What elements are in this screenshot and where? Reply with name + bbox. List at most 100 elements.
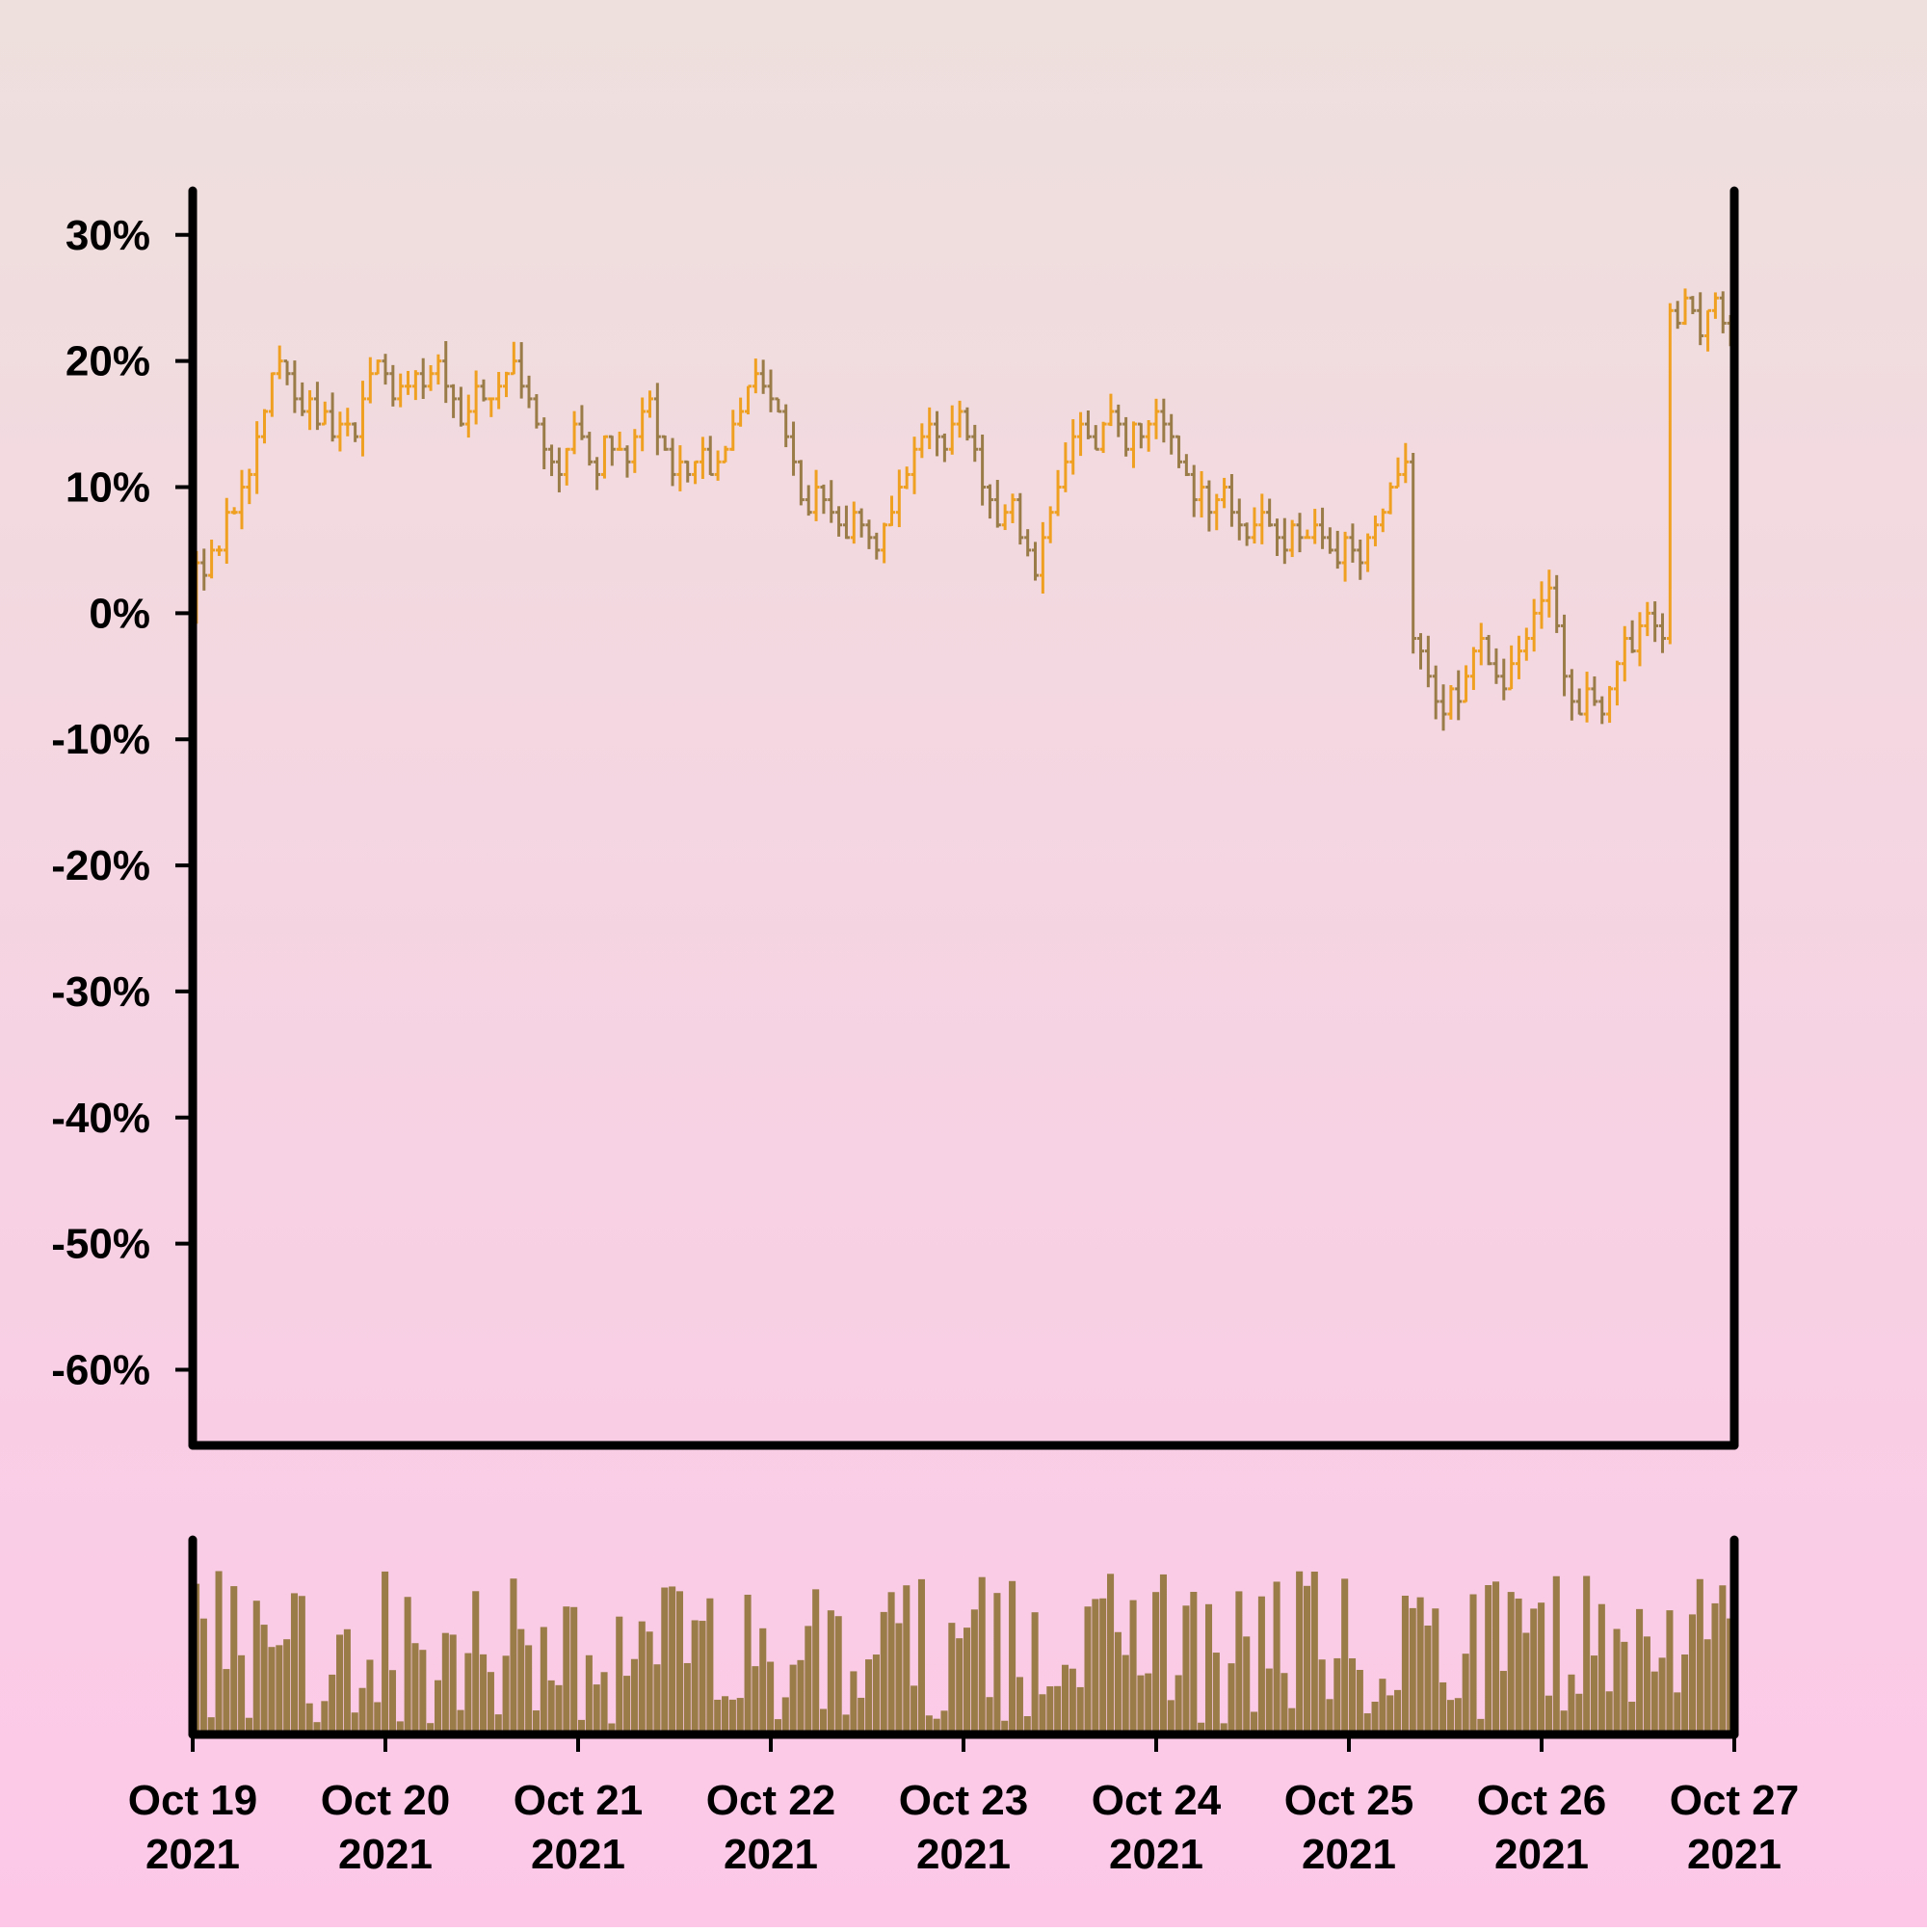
x-tick-label-year: 2021 <box>1109 1831 1203 1878</box>
volume-bar <box>1544 1695 1552 1734</box>
x-tick-label-year: 2021 <box>145 1831 240 1878</box>
volume-bar <box>1061 1664 1069 1734</box>
ohlc-bar <box>510 341 517 376</box>
ohlc-bar <box>881 522 888 564</box>
volume-bar <box>555 1684 563 1734</box>
ohlc-bar <box>1069 419 1077 475</box>
x-tick-label-year: 2021 <box>531 1831 625 1878</box>
ohlc-bar <box>374 359 382 376</box>
x-tick-label-date: Oct 27 <box>1670 1777 1800 1824</box>
ohlc-bar <box>1598 696 1606 725</box>
ohlc-bar <box>1591 675 1598 706</box>
ohlc-bar <box>971 424 979 463</box>
volume-bar <box>1227 1663 1235 1734</box>
volume-bar <box>986 1697 993 1734</box>
volume-bar <box>298 1596 305 1734</box>
ohlc-bar <box>858 508 865 538</box>
volume-bar <box>1129 1600 1137 1734</box>
ohlc-bar <box>223 497 230 564</box>
ohlc-bar <box>1463 665 1470 703</box>
ohlc-bar <box>570 410 578 455</box>
volume-bar <box>1613 1628 1621 1734</box>
volume-bar <box>1499 1671 1507 1734</box>
volume-bar <box>1251 1711 1258 1734</box>
ohlc-bar <box>918 423 926 459</box>
ohlc-bar <box>1402 442 1410 484</box>
volume-bar <box>993 1593 1001 1734</box>
ohlc-bar <box>737 397 745 427</box>
volume-bar <box>404 1597 411 1734</box>
ohlc-bar <box>586 432 594 466</box>
ohlc-bar <box>986 484 993 519</box>
volume-bar <box>1515 1598 1522 1734</box>
volume-bar <box>1469 1594 1477 1734</box>
volume-bar <box>925 1715 933 1734</box>
ohlc-bar <box>1099 421 1107 454</box>
ohlc-bar <box>1439 684 1447 731</box>
volume-bar <box>675 1591 684 1734</box>
ohlc-bar <box>1515 635 1522 679</box>
ohlc-bar <box>1455 670 1463 721</box>
ohlc-bar <box>692 460 700 485</box>
ohlc-bar <box>480 379 488 402</box>
volume-bar <box>1636 1608 1644 1734</box>
ohlc-bar <box>1424 635 1432 688</box>
ohlc-bar <box>1606 685 1614 724</box>
ohlc-bar <box>1288 519 1296 558</box>
volume-bar <box>797 1659 805 1734</box>
volume-bar <box>1001 1720 1009 1734</box>
ohlc-bar <box>1084 410 1092 439</box>
ohlc-bar <box>450 384 458 418</box>
ohlc-bar <box>1447 685 1455 720</box>
ohlc-bar <box>1628 620 1636 653</box>
volume-bar <box>819 1708 828 1734</box>
volume-bar <box>834 1616 842 1734</box>
ohlc-bar <box>1697 292 1704 346</box>
volume-bar <box>578 1719 586 1734</box>
ohlc-bar <box>722 445 729 463</box>
volume-bar <box>1099 1598 1107 1734</box>
volume-bar <box>842 1714 850 1734</box>
volume-bar <box>510 1578 517 1734</box>
ohlc-bar <box>1077 411 1085 457</box>
x-tick-label-year: 2021 <box>1494 1831 1589 1878</box>
volume-bar <box>759 1628 767 1734</box>
volume-bar <box>366 1659 374 1734</box>
x-tick-label-year: 2021 <box>1302 1831 1396 1878</box>
ohlc-bar <box>329 392 336 442</box>
ohlc-bar <box>1538 581 1545 629</box>
volume-bar <box>525 1645 533 1734</box>
volume-bar <box>268 1647 276 1734</box>
volume-bar <box>1401 1595 1409 1734</box>
volume-bar <box>585 1654 593 1734</box>
ohlc-bar <box>1522 627 1530 661</box>
volume-bar <box>1356 1669 1363 1734</box>
ohlc-bar <box>903 466 911 490</box>
y-tick-label: 30% <box>66 212 150 259</box>
y-axis-ticks: 30% 20% 10% 0% -10% -20% -30% -40% -50% -60% <box>51 212 193 1393</box>
ohlc-bar <box>1530 598 1538 652</box>
ohlc-bar <box>533 394 541 429</box>
volume-bar <box>630 1658 638 1734</box>
volume-bar <box>940 1710 948 1734</box>
volume-bar <box>1711 1602 1719 1734</box>
ohlc-bar <box>1613 660 1621 706</box>
y-tick-label: 20% <box>66 338 150 385</box>
ohlc-bar <box>669 437 676 487</box>
ohlc-bar <box>1333 530 1341 569</box>
volume-bar <box>978 1576 986 1734</box>
y-tick-label: -50% <box>51 1221 150 1268</box>
ohlc-bar <box>427 364 435 391</box>
ohlc-bar <box>313 382 321 431</box>
ohlc-bar <box>993 480 1001 528</box>
ohlc-bar <box>200 548 208 591</box>
ohlc-bar <box>1319 507 1327 549</box>
ohlc-bar <box>442 340 450 404</box>
volume-bar <box>230 1586 238 1734</box>
ohlc-bar <box>647 390 654 418</box>
volume-bar <box>1371 1702 1379 1734</box>
ohlc-bar <box>752 358 759 394</box>
volume-bar <box>1159 1574 1167 1734</box>
ohlc-bar <box>1379 508 1386 533</box>
